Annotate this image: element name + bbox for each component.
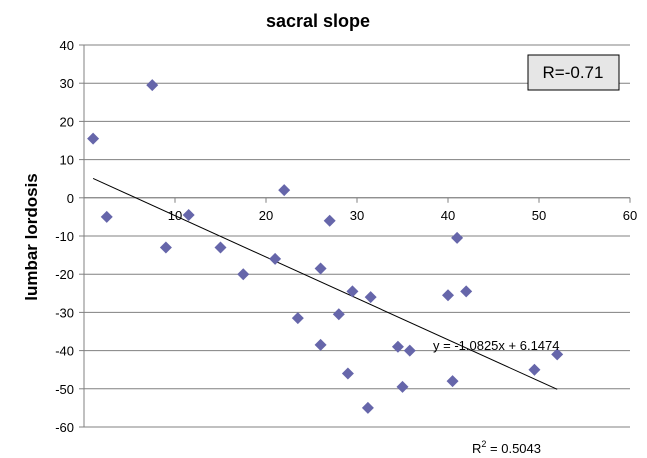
- data-point: [396, 380, 409, 393]
- y-tick-label: -10: [55, 229, 74, 244]
- data-point: [403, 344, 416, 357]
- data-point: [159, 241, 172, 254]
- x-tick-label: 40: [441, 208, 455, 223]
- y-tick-label: 40: [60, 38, 74, 53]
- data-point: [364, 291, 377, 304]
- r-squared-prefix: R: [472, 441, 481, 456]
- data-point: [278, 184, 291, 197]
- data-point: [346, 285, 359, 298]
- y-tick-labels: 40 30 20 10 0 -10 -20 -30 -40 -50 -60: [55, 38, 74, 435]
- y-tick-label: -50: [55, 382, 74, 397]
- data-point: [146, 79, 159, 92]
- trendline-line: [92, 177, 558, 390]
- data-point: [391, 340, 404, 353]
- x-tick-label: 20: [259, 208, 273, 223]
- y-tick-label: -40: [55, 344, 74, 359]
- correlation-value: R=-0.71: [543, 63, 604, 82]
- data-point: [551, 348, 564, 361]
- data-point: [323, 214, 336, 227]
- y-tick-label: 0: [67, 191, 74, 206]
- data-point: [332, 308, 345, 321]
- y-tick-label: -30: [55, 305, 74, 320]
- data-point: [100, 210, 113, 223]
- r-squared-superscript: 2: [481, 439, 486, 449]
- y-axis-label: lumbar lordosis: [22, 173, 41, 301]
- chart-title: sacral slope: [266, 11, 370, 31]
- x-tick-label: 60: [623, 208, 637, 223]
- trendline-equation: y = -1.0825x + 6.1474: [433, 338, 559, 353]
- data-point: [460, 285, 473, 298]
- y-tick-label: -60: [55, 420, 74, 435]
- x-tick-labels: 102030405060: [168, 208, 637, 223]
- data-point: [87, 132, 100, 145]
- data-point: [361, 401, 374, 414]
- data-point: [269, 252, 282, 265]
- data-point: [214, 241, 227, 254]
- x-tick-label: 30: [350, 208, 364, 223]
- data-point: [291, 312, 304, 325]
- axes: [79, 44, 631, 428]
- data-point: [237, 268, 250, 281]
- correlation-box: [527, 54, 620, 91]
- data-point: [182, 208, 195, 221]
- y-tick-label: 20: [60, 114, 74, 129]
- data-point: [528, 363, 541, 376]
- y-tick-label: -20: [55, 267, 74, 282]
- trendline: [92, 177, 558, 390]
- data-point: [451, 231, 464, 244]
- data-point: [341, 367, 354, 380]
- r-squared-value: = 0.5043: [486, 441, 541, 456]
- gridlines: [84, 44, 630, 428]
- y-tick-label: 10: [60, 153, 74, 168]
- r-squared-label: R2 = 0.5043: [472, 439, 541, 456]
- y-tick-label: 30: [60, 76, 74, 91]
- data-point: [314, 338, 327, 351]
- x-tick-label: 50: [532, 208, 546, 223]
- data-point: [314, 262, 327, 275]
- data-points: [87, 79, 564, 414]
- data-point: [442, 289, 454, 302]
- data-point: [446, 375, 459, 388]
